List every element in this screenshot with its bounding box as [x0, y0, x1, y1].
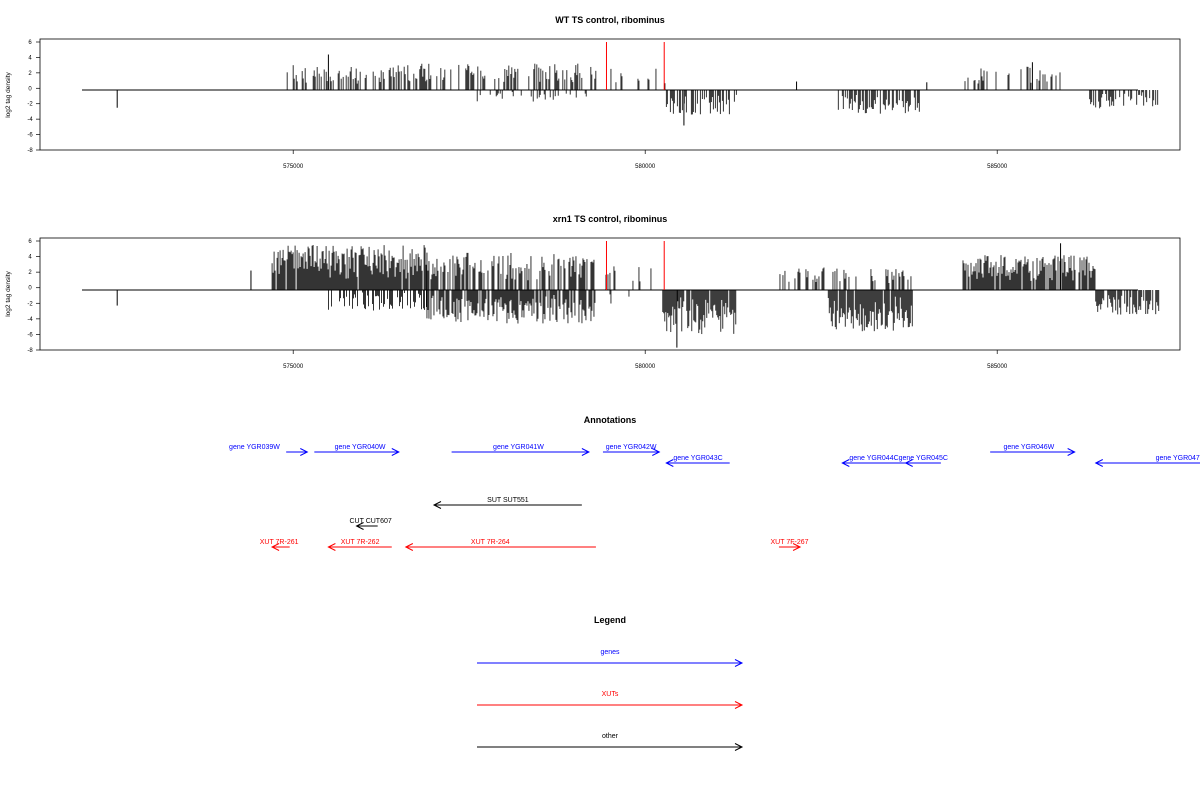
legend: Legend genes XUTs other [477, 615, 744, 751]
feature-xut: XUT 7R-262 [327, 539, 392, 551]
signal-bars [116, 54, 1159, 126]
x-axis: 575000 580000 585000 [283, 350, 1008, 370]
feature-label: gene YGR046W [1003, 444, 1054, 451]
legend-arrowhead [734, 743, 744, 751]
y-tick-label: -2 [27, 102, 33, 108]
feature-label: gene YGR041W [493, 444, 544, 451]
feature-label: XUT 7R-262 [341, 539, 380, 546]
legend-title: Legend [594, 615, 626, 625]
feature-xut: XUT 7R-264 [404, 539, 596, 551]
legend-arrowhead [734, 659, 744, 667]
feature-arrowhead [841, 459, 850, 467]
signal-bars [116, 243, 1160, 348]
y-axis-label: log2 tag density [5, 71, 12, 117]
panel-xrn1: xrn1 TS control, ribominus log2 tag dens… [5, 214, 1181, 370]
legend-item: other [477, 733, 744, 751]
legend-items: genes XUTs other [477, 649, 744, 751]
panel-title: xrn1 TS control, ribominus [553, 214, 668, 224]
annotations-track: Annotations gene YGR039W gene YGR040W gene… [229, 415, 1200, 551]
panel-wt: WT TS control, ribominus log2 tag densit… [5, 15, 1181, 170]
feature-xut: XUT 7F-267 [771, 539, 809, 551]
feature-label: gene YGR045C [899, 455, 948, 462]
y-tick-label: -6 [27, 133, 33, 139]
feature-arrowhead [581, 448, 590, 456]
feature-label: XUT 7R-261 [260, 539, 299, 546]
x-tick-label: 580000 [635, 164, 656, 170]
feature-arrowhead [904, 459, 913, 467]
x-tick-label: 575000 [283, 164, 304, 170]
panel-title: WT TS control, ribominus [555, 15, 665, 25]
feature-arrowhead [1067, 448, 1076, 456]
y-tick-label: 6 [28, 239, 32, 245]
y-tick-label: 2 [28, 71, 32, 77]
plot-frame [39, 38, 1181, 151]
legend-label: genes [600, 649, 620, 656]
y-tick-label: 4 [28, 55, 32, 61]
feature-arrowhead [792, 543, 802, 551]
feature-arrowhead [327, 543, 336, 551]
y-tick-label: -2 [27, 301, 33, 307]
feature-arrowhead [355, 522, 364, 530]
y-tick-label: -4 [27, 317, 33, 323]
feature-label: gene YGR039W [229, 444, 280, 451]
red-markers [605, 42, 665, 90]
plot-frame [39, 237, 1181, 351]
feature-xut: XUT 7R-261 [260, 539, 299, 551]
y-axis-label: log2 tag density [5, 270, 12, 316]
feature-gene: gene YGR046W [990, 444, 1076, 456]
legend-label: XUTs [602, 691, 619, 698]
y-axis: 6 4 2 0 -2 -4 -6 -8 [27, 40, 40, 154]
feature-label: gene YGR042W [606, 444, 657, 451]
feature-label: gene YGR040W [335, 444, 386, 451]
feature-arrowhead [300, 448, 309, 456]
feature-label: gene YGR043C [673, 455, 722, 462]
feature-arrowhead [270, 543, 280, 551]
feature-gene: gene YGR047C [1094, 455, 1200, 467]
feature-arrowhead [652, 448, 661, 456]
feature-label: XUT 7F-267 [771, 539, 809, 546]
y-tick-label: 4 [28, 255, 32, 261]
x-tick-label: 580000 [635, 364, 656, 370]
red-markers [605, 241, 665, 290]
feature-gene: gene YGR042W [602, 444, 661, 456]
legend-item: genes [477, 649, 744, 667]
y-tick-label: -8 [27, 148, 33, 154]
feature-gene: gene YGR040W [314, 444, 400, 456]
y-axis: 6 4 2 0 -2 -4 -6 -8 [27, 239, 40, 354]
feature-arrowhead [1094, 459, 1103, 467]
legend-label: other [602, 733, 619, 740]
x-tick-label: 575000 [283, 364, 304, 370]
y-tick-label: -8 [27, 348, 33, 354]
feature-gene: gene YGR045C [899, 455, 948, 467]
feature-gene: gene YGR043C [665, 455, 730, 467]
feature-other: CUT CUT607 [349, 518, 392, 530]
feature-label: CUT CUT607 [349, 518, 391, 525]
feature-gene: gene YGR041W [451, 444, 590, 456]
y-tick-label: -4 [27, 117, 33, 123]
feature-label: XUT 7R-264 [471, 539, 510, 546]
y-tick-label: 2 [28, 270, 32, 276]
x-tick-label: 585000 [987, 164, 1008, 170]
feature-arrows: gene YGR039W gene YGR040W gene YGR041W gene… [229, 444, 1200, 551]
feature-label: SUT SUT551 [487, 497, 529, 504]
legend-arrowhead [734, 701, 744, 709]
annotations-title: Annotations [584, 415, 637, 425]
feature-other: SUT SUT551 [432, 497, 582, 509]
y-tick-label: -6 [27, 332, 33, 338]
feature-arrowhead [391, 448, 400, 456]
y-tick-label: 6 [28, 40, 32, 46]
feature-label: gene YGR044C [849, 455, 898, 462]
feature-arrowhead [432, 501, 442, 509]
legend-item: XUTs [477, 691, 744, 709]
feature-arrowhead [665, 459, 674, 467]
x-axis: 575000 580000 585000 [283, 150, 1008, 170]
feature-gene: gene YGR039W [229, 444, 309, 456]
x-tick-label: 585000 [987, 364, 1008, 370]
y-tick-label: 0 [28, 286, 32, 292]
feature-arrowhead [404, 543, 414, 551]
y-tick-label: 0 [28, 86, 32, 92]
feature-gene: gene YGR044C [841, 455, 906, 467]
feature-label: gene YGR047C [1156, 455, 1200, 462]
